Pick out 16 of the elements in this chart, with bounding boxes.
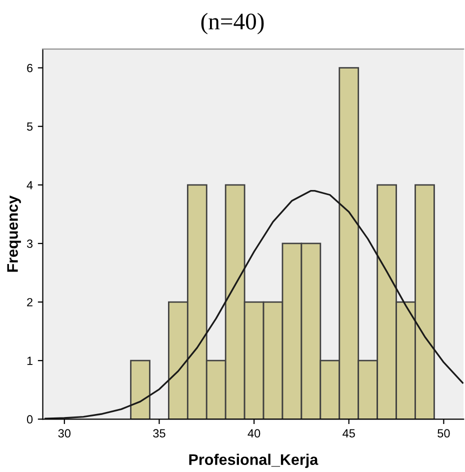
x-tick-label: 40 [248,429,260,438]
y-tick-label: 6 [27,64,33,72]
y-tick-label: 4 [26,181,33,190]
line-series [44,190,464,420]
chart-title: (n=40) [201,12,264,34]
y-tick-label: 5 [26,122,33,131]
y-axis-title: Frequency [7,196,21,272]
y-tick-label: 0 [26,415,33,424]
x-tick-label: 35 [153,429,166,438]
x-tick-label: 45 [342,429,355,438]
x-tick-label: 50 [438,429,450,438]
x-axis-title: Profesional_Kerja [189,454,318,468]
x-tick-label: 30 [58,429,71,438]
y-tick-label: 1 [27,356,32,365]
y-tick-label: 3 [26,240,33,248]
y-tick-label: 2 [27,298,32,306]
